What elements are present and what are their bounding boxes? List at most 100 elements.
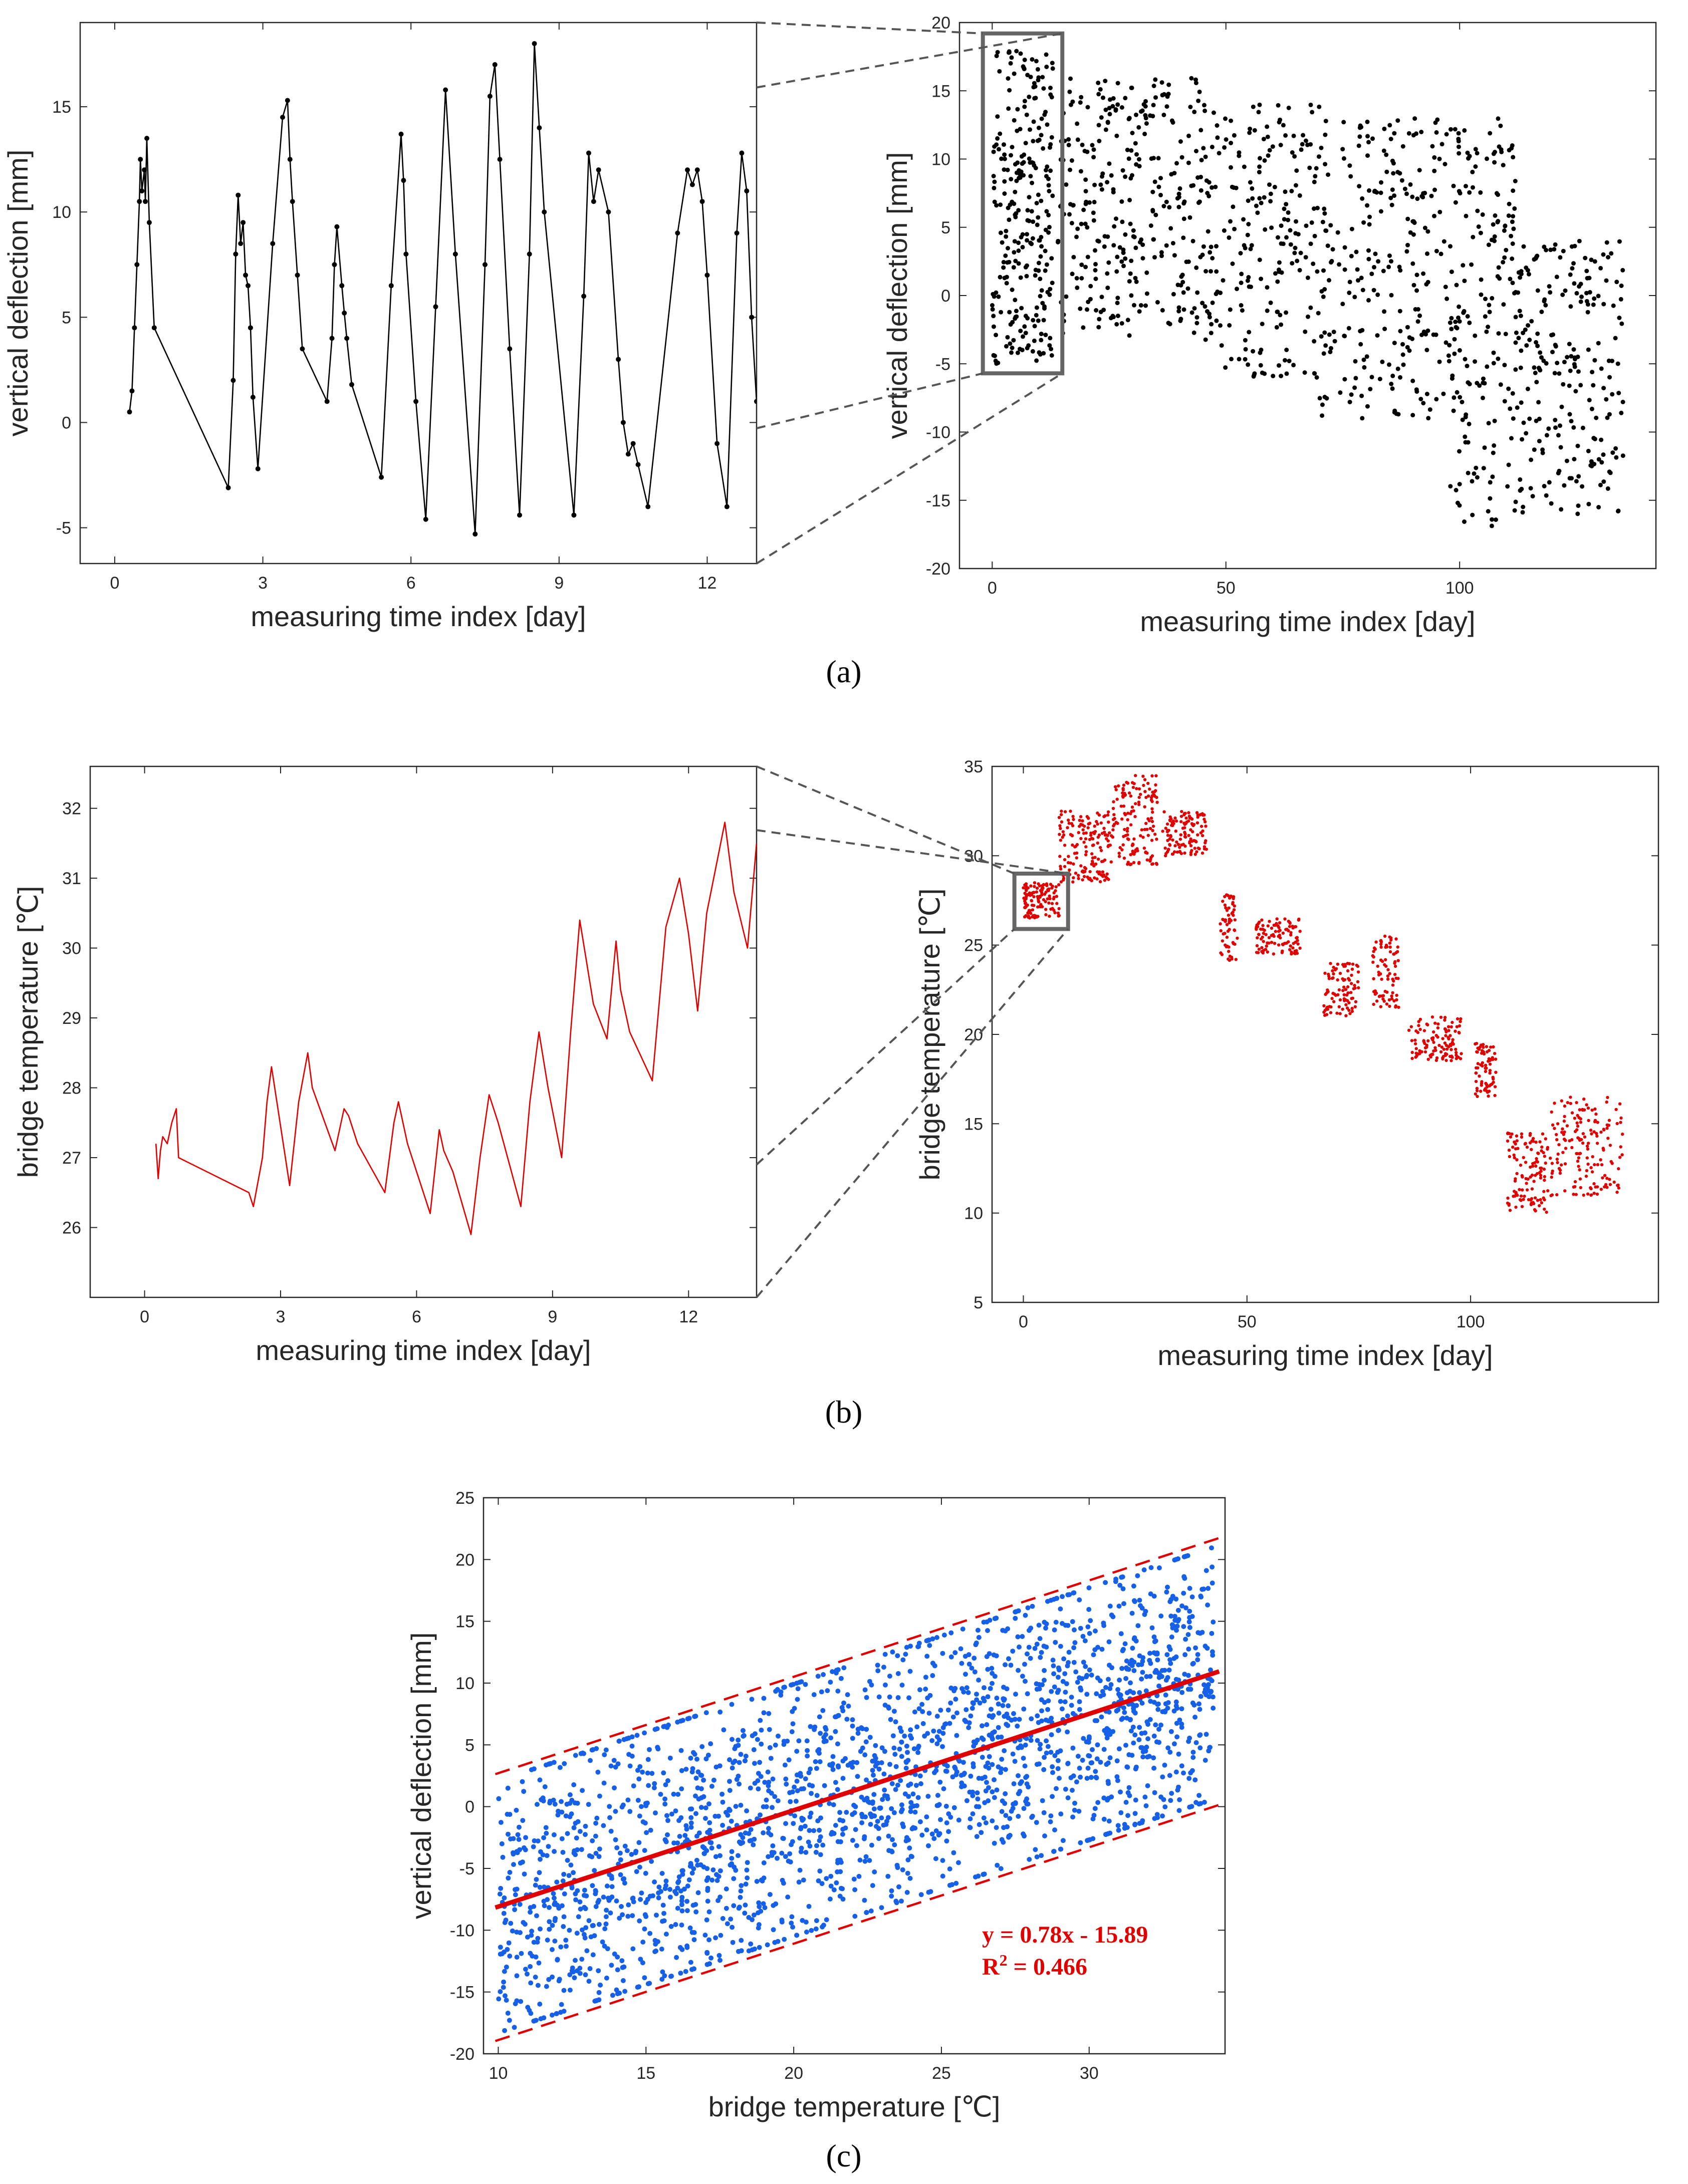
data-point bbox=[1137, 1597, 1142, 1603]
data-point bbox=[1528, 486, 1533, 491]
data-point bbox=[862, 1687, 868, 1693]
data-point bbox=[1515, 1134, 1519, 1138]
data-point bbox=[1193, 81, 1198, 86]
data-point bbox=[1059, 839, 1063, 842]
data-point bbox=[1420, 195, 1425, 200]
data-point bbox=[658, 1792, 663, 1797]
data-point bbox=[238, 241, 244, 246]
data-point bbox=[1221, 278, 1226, 283]
data-point bbox=[1586, 1142, 1590, 1145]
data-point bbox=[783, 1821, 789, 1826]
series-line bbox=[129, 43, 757, 535]
data-point bbox=[1572, 364, 1577, 369]
data-point bbox=[851, 1876, 857, 1882]
data-point bbox=[1605, 415, 1610, 420]
data-point bbox=[1571, 261, 1576, 266]
data-point bbox=[1101, 870, 1105, 874]
data-point bbox=[1093, 1628, 1098, 1633]
data-point bbox=[1286, 105, 1291, 110]
data-point bbox=[1072, 1807, 1077, 1813]
data-point bbox=[1235, 287, 1239, 292]
data-point bbox=[622, 1989, 628, 1994]
data-point bbox=[1210, 185, 1215, 190]
data-point bbox=[744, 188, 750, 194]
data-point bbox=[1541, 358, 1546, 363]
data-point bbox=[614, 1987, 619, 1993]
data-point bbox=[1533, 1196, 1537, 1200]
data-point bbox=[751, 1842, 756, 1847]
data-point bbox=[609, 1873, 614, 1879]
data-point bbox=[1142, 1794, 1148, 1800]
data-point bbox=[1353, 376, 1358, 381]
data-point bbox=[1022, 104, 1027, 109]
data-point bbox=[580, 1927, 585, 1933]
data-point bbox=[1099, 115, 1104, 120]
data-point bbox=[1392, 193, 1397, 198]
data-point bbox=[1210, 256, 1215, 260]
data-point bbox=[1151, 1733, 1157, 1739]
data-point bbox=[1519, 1194, 1523, 1198]
data-point bbox=[1308, 305, 1313, 310]
data-point bbox=[973, 1642, 979, 1648]
data-point bbox=[1118, 846, 1122, 850]
data-point bbox=[529, 1929, 535, 1934]
data-point bbox=[755, 1737, 760, 1742]
data-point bbox=[1113, 785, 1117, 788]
data-point bbox=[1078, 100, 1083, 105]
data-point bbox=[1137, 1690, 1142, 1695]
data-point bbox=[1126, 156, 1131, 161]
data-point bbox=[1103, 127, 1108, 132]
data-point bbox=[1604, 397, 1609, 402]
data-point bbox=[727, 1757, 732, 1762]
data-point bbox=[1589, 1129, 1593, 1132]
data-point bbox=[1224, 137, 1229, 142]
data-point bbox=[1526, 323, 1531, 328]
data-point bbox=[1131, 228, 1136, 233]
data-point bbox=[1189, 183, 1194, 188]
data-point bbox=[1146, 794, 1150, 798]
data-point bbox=[581, 294, 587, 299]
data-point bbox=[663, 1932, 669, 1937]
data-point bbox=[992, 1777, 997, 1782]
data-point bbox=[1043, 248, 1048, 253]
data-point bbox=[1534, 380, 1539, 385]
data-point bbox=[1174, 1623, 1180, 1629]
data-point bbox=[1164, 199, 1169, 204]
data-point bbox=[743, 1881, 749, 1887]
data-point bbox=[808, 1766, 813, 1772]
data-point bbox=[1231, 204, 1236, 209]
data-point bbox=[1007, 88, 1012, 93]
data-point bbox=[1357, 986, 1360, 990]
data-point bbox=[1519, 400, 1524, 405]
y-axis-label: bridge temperature [℃] bbox=[12, 886, 44, 1178]
data-point bbox=[1512, 1153, 1516, 1157]
data-point bbox=[1381, 148, 1386, 153]
data-point bbox=[912, 1709, 917, 1715]
data-point bbox=[1601, 1147, 1605, 1150]
data-point bbox=[1237, 150, 1242, 155]
data-point bbox=[1471, 234, 1476, 239]
data-point bbox=[1530, 1139, 1534, 1143]
data-point bbox=[757, 1945, 762, 1950]
data-point bbox=[243, 272, 249, 278]
data-point bbox=[1512, 291, 1517, 296]
data-point bbox=[966, 1690, 971, 1695]
data-point bbox=[1013, 1615, 1018, 1621]
data-point bbox=[240, 220, 246, 225]
data-point bbox=[854, 1843, 859, 1848]
data-point bbox=[748, 1785, 753, 1791]
data-point bbox=[1050, 193, 1055, 198]
data-point bbox=[810, 1783, 815, 1789]
data-point bbox=[1200, 834, 1204, 838]
data-point bbox=[701, 1777, 706, 1783]
data-point bbox=[1021, 334, 1025, 339]
data-point bbox=[940, 1651, 945, 1656]
data-point bbox=[1008, 1663, 1014, 1668]
data-point bbox=[593, 1889, 599, 1894]
data-point bbox=[1034, 1820, 1039, 1825]
data-point bbox=[1123, 791, 1126, 795]
data-point bbox=[1063, 810, 1067, 813]
data-point bbox=[1006, 50, 1011, 55]
data-point bbox=[1099, 821, 1103, 825]
data-point bbox=[925, 1731, 930, 1736]
